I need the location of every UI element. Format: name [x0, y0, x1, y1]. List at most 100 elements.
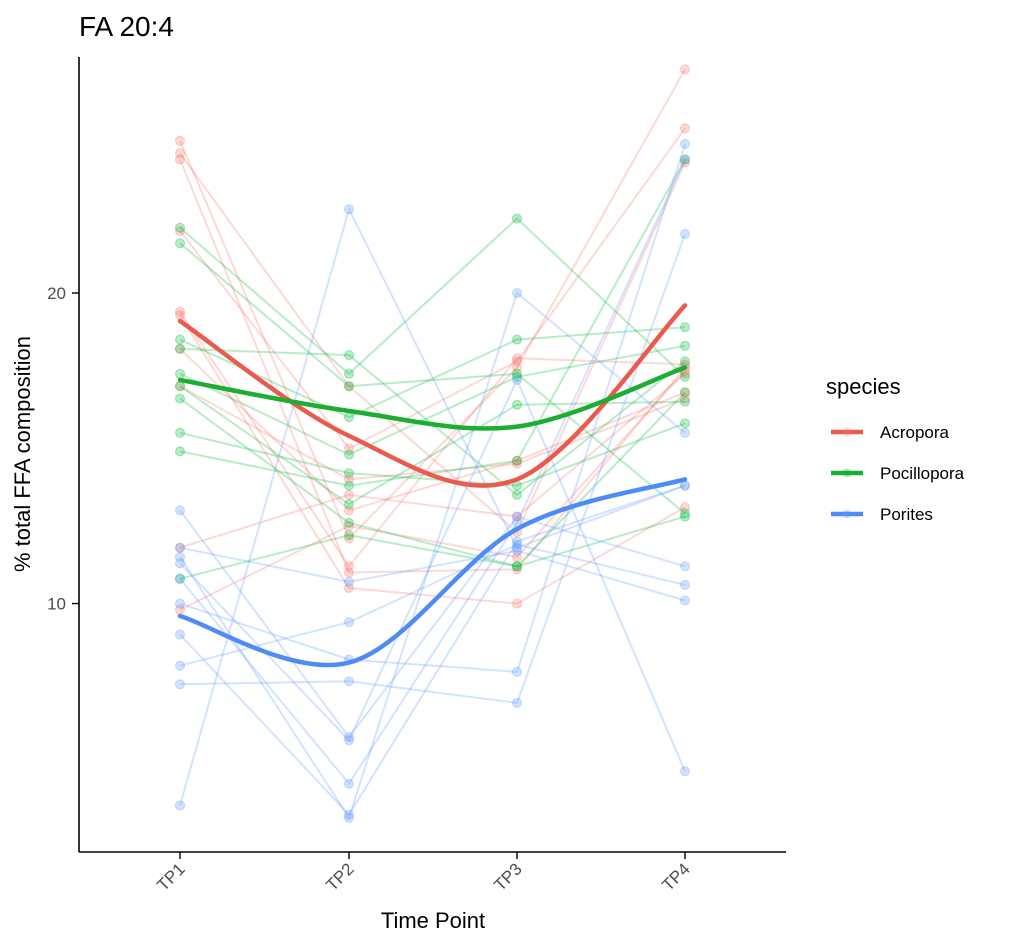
individual-points-layer: [175, 64, 690, 823]
data-point-pocillopora-15-tp3: [512, 371, 522, 382]
individual-line-porites-22: [179, 546, 686, 602]
data-point-pocillopora-19-tp2: [344, 480, 354, 491]
individual-line-pocillopora-15: [179, 344, 686, 456]
data-point-acropora-1-tp3: [512, 362, 522, 373]
data-point-acropora-2-tp1: [175, 148, 185, 159]
data-point-porites-28-tp4: [680, 229, 690, 239]
data-point-acropora-5-tp1: [175, 306, 185, 317]
data-point-acropora-4-tp3: [512, 356, 522, 367]
data-point-porites-21-tp2: [344, 732, 354, 743]
x-axis-label: Time Point: [381, 908, 485, 933]
individual-line-acropora-5: [179, 311, 686, 568]
x-tick-label-tp1: TP1: [153, 859, 188, 894]
individual-line-pocillopora-12: [179, 242, 686, 515]
data-point-porites-29-tp2: [344, 204, 354, 215]
data-point-acropora-4-tp1: [175, 225, 185, 236]
data-point-pocillopora-14-tp2: [344, 350, 354, 361]
data-point-porites-28-tp2: [344, 676, 354, 687]
legend-label-pocillopora: Pocillopora: [880, 464, 965, 483]
individual-line-acropora-10: [179, 370, 686, 611]
data-point-porites-29-tp1: [175, 800, 185, 811]
data-point-porites-21-tp4: [680, 561, 690, 572]
data-point-porites-30-tp4: [680, 154, 690, 165]
data-point-pocillopora-13-tp2: [344, 412, 354, 423]
data-point-pocillopora-16-tp1: [175, 381, 185, 392]
individual-line-acropora-8: [179, 385, 686, 481]
data-point-pocillopora-12-tp3: [512, 368, 522, 379]
legend-point-porites: [842, 509, 852, 519]
data-point-pocillopora-13-tp4: [680, 322, 690, 333]
data-point-acropora-8-tp4: [680, 393, 690, 404]
data-point-porites-28-tp3: [512, 697, 522, 708]
individual-line-acropora-7: [179, 348, 686, 512]
data-point-acropora-3-tp3: [512, 564, 522, 575]
data-point-pocillopora-17-tp3: [512, 561, 522, 572]
data-point-pocillopora-20-tp3: [512, 561, 522, 572]
data-point-acropora-6-tp3: [512, 598, 522, 609]
individual-line-porites-30: [179, 159, 686, 786]
data-point-porites-24-tp2: [344, 735, 354, 746]
data-point-porites-28-tp1: [175, 679, 185, 690]
data-point-pocillopora-16-tp3: [512, 399, 522, 410]
data-point-pocillopora-12-tp4: [680, 508, 690, 519]
data-point-porites-30-tp1: [175, 573, 185, 584]
data-point-acropora-8-tp3: [512, 458, 522, 469]
y-axis-ticks: 10 20: [47, 284, 79, 614]
data-point-acropora-4-tp2: [344, 443, 354, 454]
data-point-porites-23-tp1: [175, 552, 185, 562]
smooth-line-porites: [177, 477, 688, 668]
y-axis-label: % total FFA composition: [10, 336, 35, 572]
data-point-pocillopora-20-tp2: [344, 530, 354, 541]
legend-point-pocillopora: [842, 468, 852, 478]
data-point-acropora-6-tp2: [344, 583, 354, 593]
individual-line-pocillopora-11: [179, 217, 686, 378]
data-point-acropora-2-tp4: [680, 157, 690, 168]
legend-point-acropora: [842, 427, 852, 437]
data-point-pocillopora-15-tp1: [175, 368, 185, 379]
x-tick-label-tp3: TP3: [490, 859, 525, 894]
chart-title: FA 20:4: [79, 11, 174, 42]
data-point-acropora-1-tp2: [344, 533, 354, 544]
data-point-porites-22-tp3: [512, 545, 522, 556]
data-point-porites-27-tp4: [680, 579, 690, 590]
data-point-porites-27-tp3: [512, 539, 522, 550]
individual-line-acropora-6: [179, 314, 686, 605]
data-point-acropora-7-tp3: [512, 455, 522, 466]
data-point-acropora-7-tp4: [680, 387, 690, 398]
data-point-acropora-4-tp4: [680, 123, 690, 134]
data-point-acropora-3-tp2: [344, 567, 354, 578]
data-point-acropora-6-tp4: [680, 502, 690, 513]
data-point-pocillopora-19-tp4: [680, 154, 690, 165]
x-axis-ticks: TP1 TP2 TP3 TP4: [153, 852, 694, 895]
individual-line-acropora-1: [179, 68, 686, 541]
data-point-acropora-1-tp4: [680, 64, 690, 75]
data-point-porites-25-tp3: [512, 666, 522, 677]
individual-line-pocillopora-19: [179, 159, 686, 487]
data-point-porites-26-tp1: [175, 629, 185, 640]
data-point-acropora-8-tp2: [344, 474, 354, 485]
y-tick-label-20: 20: [47, 284, 66, 303]
data-point-pocillopora-11-tp3: [512, 213, 522, 224]
data-point-porites-21-tp3: [512, 511, 522, 522]
data-point-porites-23-tp4: [680, 427, 690, 438]
x-tick-label-tp2: TP2: [322, 859, 357, 894]
data-point-pocillopora-13-tp3: [512, 334, 522, 345]
data-point-pocillopora-16-tp4: [680, 396, 690, 407]
data-point-pocillopora-18-tp1: [175, 427, 185, 438]
data-point-pocillopora-17-tp2: [344, 517, 354, 528]
data-point-pocillopora-12-tp2: [344, 381, 354, 392]
data-point-porites-22-tp1: [175, 542, 185, 553]
data-point-pocillopora-11-tp4: [680, 371, 690, 382]
legend-label-acropora: Acropora: [880, 423, 950, 442]
data-point-pocillopora-16-tp2: [344, 499, 354, 510]
data-point-acropora-5-tp3: [512, 353, 522, 364]
individual-line-porites-23: [179, 291, 686, 821]
individual-line-porites-27: [179, 543, 686, 667]
data-point-pocillopora-13-tp1: [175, 334, 185, 345]
smooth-lines-layer: [177, 303, 688, 668]
individual-line-acropora-2: [179, 152, 686, 534]
data-point-porites-22-tp4: [680, 595, 690, 606]
legend-label-porites: Porites: [880, 505, 933, 524]
individual-line-acropora-9: [179, 373, 686, 549]
